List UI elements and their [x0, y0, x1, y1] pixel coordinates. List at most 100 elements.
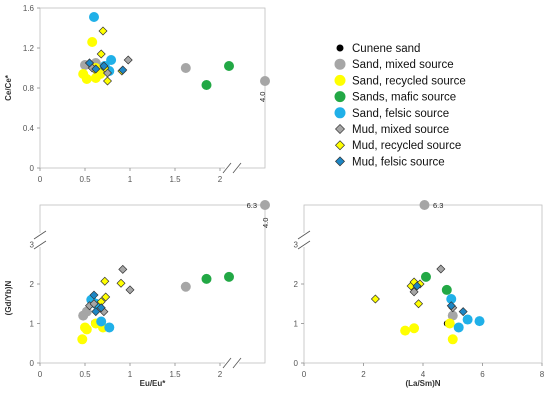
- legend-marker-sand-felsic-source: [334, 107, 346, 119]
- data-point-sand-recycled-source: [81, 74, 92, 84]
- data-point-mud-felsic-source: [91, 307, 101, 317]
- data-point-sands-mafic-source: [224, 271, 234, 282]
- y-axis-break-gap: [298, 233, 310, 247]
- data-point-sands-mafic-source: [224, 61, 234, 71]
- data-point-sand-felsic-source: [106, 55, 117, 65]
- data-point-sand-recycled-source: [447, 334, 458, 345]
- x-axis-break-mark: [232, 357, 242, 369]
- data-point-sand-recycled-source: [77, 334, 88, 345]
- data-point-mud-recycled-source: [103, 76, 112, 86]
- data-point-sand-recycled-source: [80, 322, 90, 333]
- x-tick-label: 0: [38, 175, 43, 184]
- x-tick-label: 0: [38, 370, 43, 379]
- x-tick-label: 1: [128, 370, 133, 379]
- data-point-mud-recycled-source: [96, 49, 106, 59]
- data-point-mud-recycled-source: [101, 292, 111, 302]
- legend-label: Sands, mafic source: [352, 92, 456, 104]
- data-point-mud-felsic-source: [412, 281, 422, 291]
- data-point-sand-mixed-source: [180, 281, 191, 292]
- legend-label: Mud, felsic source: [352, 156, 445, 168]
- data-point-sand-mixed-source: [260, 200, 270, 210]
- data-point-sand-felsic-source: [89, 12, 99, 22]
- y-tick-label: 1: [294, 320, 299, 329]
- data-point-mud-felsic-source: [85, 58, 94, 68]
- y-tick-label: 1.6: [23, 4, 35, 13]
- annotation-label: 6.3: [247, 201, 257, 210]
- y-axis-break-mark: [33, 230, 47, 240]
- y-axis-break-mark: [297, 240, 311, 250]
- data-point-mud-felsic-source: [89, 290, 99, 300]
- y-tick-label: 0.4: [23, 124, 35, 133]
- plot-panel-2: 0 0.5 1 1.5 2 0 1 2 3 (Gd/Yb)N Eu/Eu* 6.3 4.0: [4, 200, 270, 388]
- legend-label: Sand, felsic source: [352, 108, 449, 120]
- y-tick-label: 2: [30, 280, 35, 289]
- y-axis-break-mark: [33, 240, 47, 250]
- annotation-label: 4.0: [261, 218, 270, 228]
- data-point-mud-mixed-source: [123, 55, 133, 65]
- data-point-sands-mafic-source: [441, 284, 452, 295]
- data-point-mud-recycled-source: [98, 26, 108, 36]
- data-point-sand-mixed-source: [180, 63, 191, 73]
- data-point-sand-recycled-source: [444, 318, 455, 329]
- data-point-sand-recycled-source: [409, 323, 420, 334]
- x-tick-label: 1: [128, 175, 133, 184]
- legend: Cunene sand Sand, mixed source Sand, recyc…: [334, 43, 466, 168]
- data-point-sand-felsic-source: [462, 314, 473, 325]
- annotation-label: 4.0: [258, 92, 267, 102]
- x-tick-label: 2: [218, 370, 223, 379]
- data-point-sands-mafic-source: [420, 271, 431, 282]
- legend-marker-mud-mixed-source: [335, 124, 345, 134]
- x-tick-label: 0.5: [79, 370, 91, 379]
- data-point-mud-felsic-source: [458, 307, 468, 317]
- data-point-mud-mixed-source: [125, 285, 135, 295]
- x-axis-label: (La/Sm)N: [405, 379, 440, 388]
- legend-label: Mud, mixed source: [352, 124, 449, 136]
- data-point-sand-felsic-source: [453, 322, 464, 333]
- data-point-sand-felsic-source: [474, 316, 485, 327]
- y-tick-label: 0: [30, 359, 35, 368]
- y-axis-break-mark: [297, 230, 311, 240]
- legend-marker-mud-recycled-source: [335, 140, 345, 151]
- y-tick-label: 0.8: [23, 84, 35, 93]
- plot-panel-3: 0 2 4 6 8 0 1 2 3 (La/Sm)N 6.3: [294, 200, 545, 388]
- y-tick-label: 3: [294, 241, 299, 250]
- x-tick-label: 1.5: [169, 370, 181, 379]
- x-tick-label: 0: [302, 370, 307, 379]
- y-tick-label: 2: [294, 280, 299, 289]
- y-tick-label: 1.2: [23, 44, 35, 53]
- legend-marker-mud-felsic-source: [335, 156, 345, 167]
- data-point-mud-felsic-source: [91, 64, 101, 74]
- x-axis-break-mark: [222, 162, 232, 174]
- legend-label: Sand, mixed source: [352, 59, 454, 71]
- data-point-sand-felsic-source: [104, 322, 115, 333]
- legend-marker-sand-mixed-source: [334, 58, 346, 70]
- legend-label: Sand, recycled source: [352, 75, 466, 87]
- data-point-sand-recycled-source: [87, 37, 98, 47]
- data-point-mud-felsic-source: [99, 61, 109, 71]
- x-tick-label: 4: [421, 370, 426, 379]
- legend-marker-cunene-sand: [336, 44, 344, 52]
- x-axis-break-mark: [232, 162, 242, 174]
- legend-marker-sand-recycled-source: [334, 74, 346, 86]
- data-point-sand-felsic-source: [96, 316, 107, 327]
- data-point-mud-recycled-source: [100, 276, 110, 286]
- data-point-mud-mixed-source: [118, 264, 128, 274]
- annotation-label: 6.3: [433, 201, 443, 210]
- data-point-sand-recycled-source: [400, 325, 411, 336]
- y-tick-label: 0: [294, 359, 299, 368]
- data-point-mud-recycled-source: [370, 294, 380, 304]
- x-tick-label: 0.5: [79, 175, 91, 184]
- y-axis-break-gap: [34, 233, 46, 247]
- legend-label: Mud, recycled source: [352, 140, 461, 152]
- x-tick-label: 1.5: [169, 175, 181, 184]
- plot-panel-1: 0 0.5 1 1.5 2 0 0.4 0.8 1.2 1.6 Ce/Ce* 4.0: [4, 4, 270, 184]
- y-axis-label: Ce/Ce*: [4, 74, 13, 101]
- plots: 0 0.5 1 1.5 2 0 0.4 0.8 1.2 1.6 Ce/Ce* 4.0 0 0.5 1 1.5 2…: [4, 4, 545, 388]
- data-point-sands-mafic-source: [201, 80, 212, 90]
- data-point-sand-mixed-source: [419, 200, 430, 210]
- x-axis-break-mark: [222, 357, 232, 369]
- data-point-mud-mixed-source: [409, 287, 419, 297]
- x-axis-label: Eu/Eu*: [140, 379, 167, 388]
- data-point-mud-felsic-source: [118, 65, 128, 75]
